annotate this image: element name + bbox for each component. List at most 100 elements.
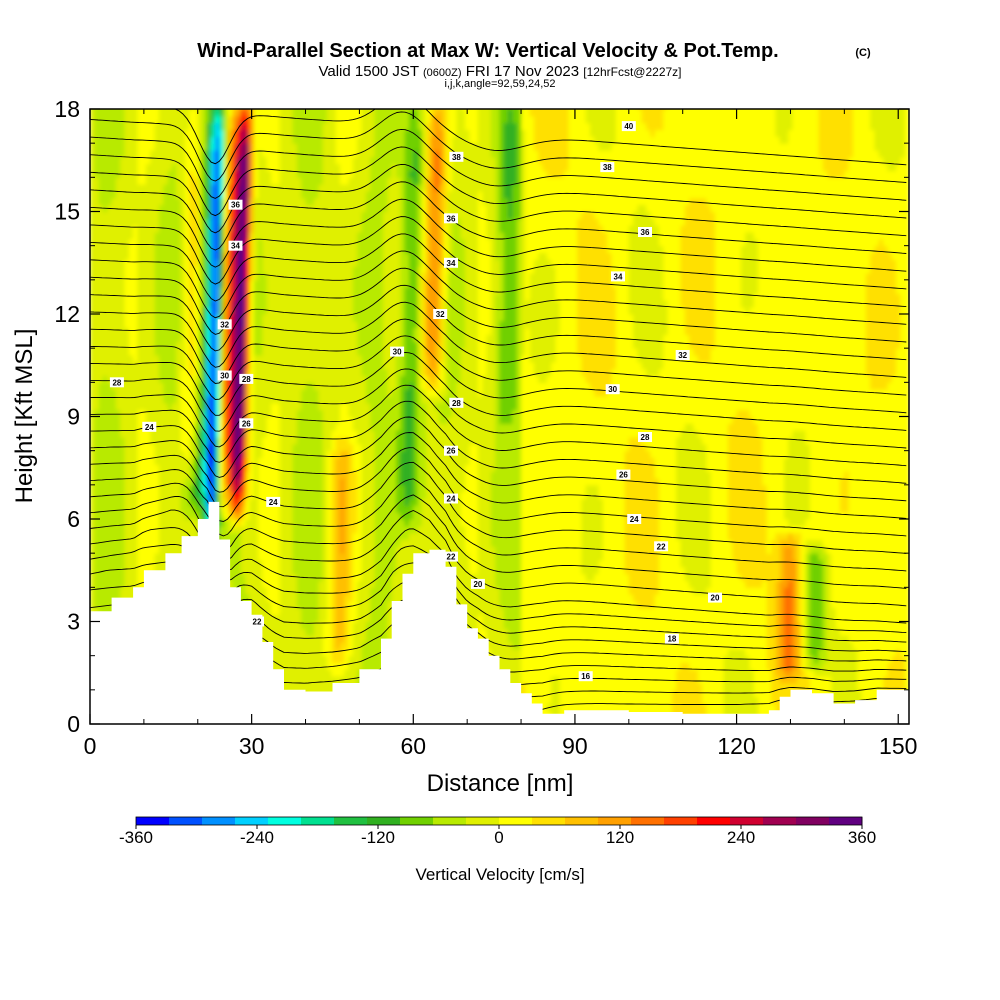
colorbar-swatch	[235, 817, 269, 825]
isentrope-labels: 40 38 38 36 36 36 34 34 34 32 32 32 30 30 30 28 28 28 28 26…	[109, 121, 722, 682]
colorbar-swatch	[829, 817, 863, 825]
y-tick-label: 12	[54, 301, 80, 327]
colorbar-swatch	[367, 817, 401, 825]
isentrope-line	[90, 478, 907, 572]
colorbar-swatch	[796, 817, 830, 825]
y-axis-label: Height [Kft MSL]	[11, 329, 38, 504]
colorbar-tick-label: -360	[119, 828, 153, 847]
isentrope-line	[90, 432, 907, 519]
isentrope-label: 38	[600, 162, 615, 173]
isentrope-label: 28	[449, 397, 464, 408]
isentrope-line	[173, 109, 907, 166]
x-tick-label: 30	[239, 733, 265, 759]
isentrope-label: 32	[217, 319, 232, 330]
colorbar-swatch	[598, 817, 632, 825]
isentrope-label: 24	[627, 514, 642, 524]
y-tick-label: 15	[54, 199, 80, 225]
isentrope-line	[90, 146, 907, 219]
valid-date: FRI 17 Nov 2023	[466, 63, 579, 80]
forecast-info: [12hrFcst@2227z]	[583, 65, 681, 79]
colorbar-swatch	[334, 817, 368, 825]
isentrope-label: 22	[444, 551, 458, 562]
x-tick-label: 0	[84, 733, 97, 759]
colorbar-swatch	[466, 817, 500, 825]
isentrope-label: 34	[444, 257, 458, 268]
isentrope-line	[90, 233, 907, 308]
isentrope-line	[90, 128, 907, 201]
isentrope-label: 28	[109, 377, 124, 388]
vertical-velocity-field	[90, 109, 909, 724]
colorbar-swatch	[763, 817, 797, 825]
chart-title: Wind-Parallel Section at Max W: Vertical…	[197, 40, 778, 62]
section-indices: i,j,k,angle=92,59,24,52	[444, 78, 555, 90]
colorbar-tick-label: -240	[240, 828, 274, 847]
isentrope-line	[90, 368, 907, 449]
isentrope-line	[90, 250, 907, 325]
colorbar-swatch	[268, 817, 302, 825]
isentrope-label: 24	[142, 421, 157, 432]
isentrope-line	[90, 284, 907, 361]
colorbar-label: Vertical Velocity [cm/s]	[415, 865, 584, 884]
isentrope-line	[90, 198, 907, 272]
colorbar-swatch	[169, 817, 203, 825]
isentrope-line	[90, 447, 907, 537]
colorbar-swatch	[433, 817, 467, 825]
isentrope-line	[90, 216, 907, 290]
isentrope-label: 22	[250, 616, 264, 627]
colorbar-swatch	[631, 817, 665, 825]
isentrope-label: 30	[390, 346, 405, 357]
isentrope-label: 34	[228, 240, 243, 251]
colorbar-swatch	[202, 817, 236, 825]
colorbar-swatch	[565, 817, 599, 825]
isentrope-label: 26	[239, 418, 254, 429]
isentrope-label: 32	[675, 350, 690, 360]
isentrope-line	[90, 461, 907, 554]
isentrope-line	[90, 416, 907, 502]
isentrope-label: 34	[611, 271, 625, 282]
isentrope-label: 20	[708, 592, 722, 603]
isentrope-line	[90, 384, 907, 467]
colorbar-swatch	[136, 817, 170, 825]
isentrope-line	[90, 400, 907, 484]
colorbar-swatch	[532, 817, 566, 825]
colorbar-tick-label: 120	[606, 828, 634, 847]
y-tick-label: 9	[67, 404, 80, 430]
y-tick-label: 3	[67, 609, 80, 635]
isentrope-label: 30	[605, 384, 620, 395]
svg-text:Valid 1500 JST (0600Z): Valid 1500 JST (0600Z) FRI 17 Nov 2023 […	[318, 63, 681, 80]
colorbar: -360 -240 -120 0 120 240 360	[119, 816, 876, 847]
colorbar-swatch	[697, 817, 731, 825]
isentrope-label: 16	[578, 671, 593, 682]
isentrope-line	[90, 335, 907, 414]
isentrope-label: 24	[444, 493, 458, 504]
isentrope-label: 30	[217, 370, 232, 381]
isentrope-label: 40	[621, 121, 636, 132]
isentrope-label: 20	[470, 578, 485, 589]
isentrope-line	[90, 111, 907, 183]
colorbar-swatch	[664, 817, 698, 825]
isentrope-line	[90, 301, 907, 378]
isentrope-label: 22	[654, 541, 669, 552]
x-axis-label: Distance [nm]	[427, 770, 574, 797]
colorbar-tick-label: 360	[848, 828, 876, 847]
isentrope-label: 36	[228, 199, 243, 210]
isentrope-label: 36	[444, 213, 458, 224]
isentrope-line	[90, 351, 907, 431]
terrain	[90, 501, 909, 724]
y-tick-label: 18	[54, 96, 80, 122]
colorbar-swatch	[400, 817, 434, 825]
isentrope-label: 36	[638, 227, 652, 237]
isentrope-label: 26	[444, 445, 458, 456]
y-tick-label: 6	[67, 506, 80, 532]
x-tick-label: 120	[717, 733, 755, 759]
colorbar-swatch	[301, 817, 335, 825]
subtitle: Valid 1500 JST (0600Z) FRI 17 Nov 2023 […	[318, 63, 681, 80]
isentrope-label: 28	[638, 432, 652, 442]
isentrope-line	[90, 181, 907, 254]
y-tick-label: 0	[67, 711, 80, 737]
colorbar-tick-label: 0	[494, 828, 503, 847]
x-tick-label: 60	[400, 733, 426, 759]
isentrope-label: 26	[616, 469, 631, 480]
colorbar-tick-label: -120	[361, 828, 395, 847]
